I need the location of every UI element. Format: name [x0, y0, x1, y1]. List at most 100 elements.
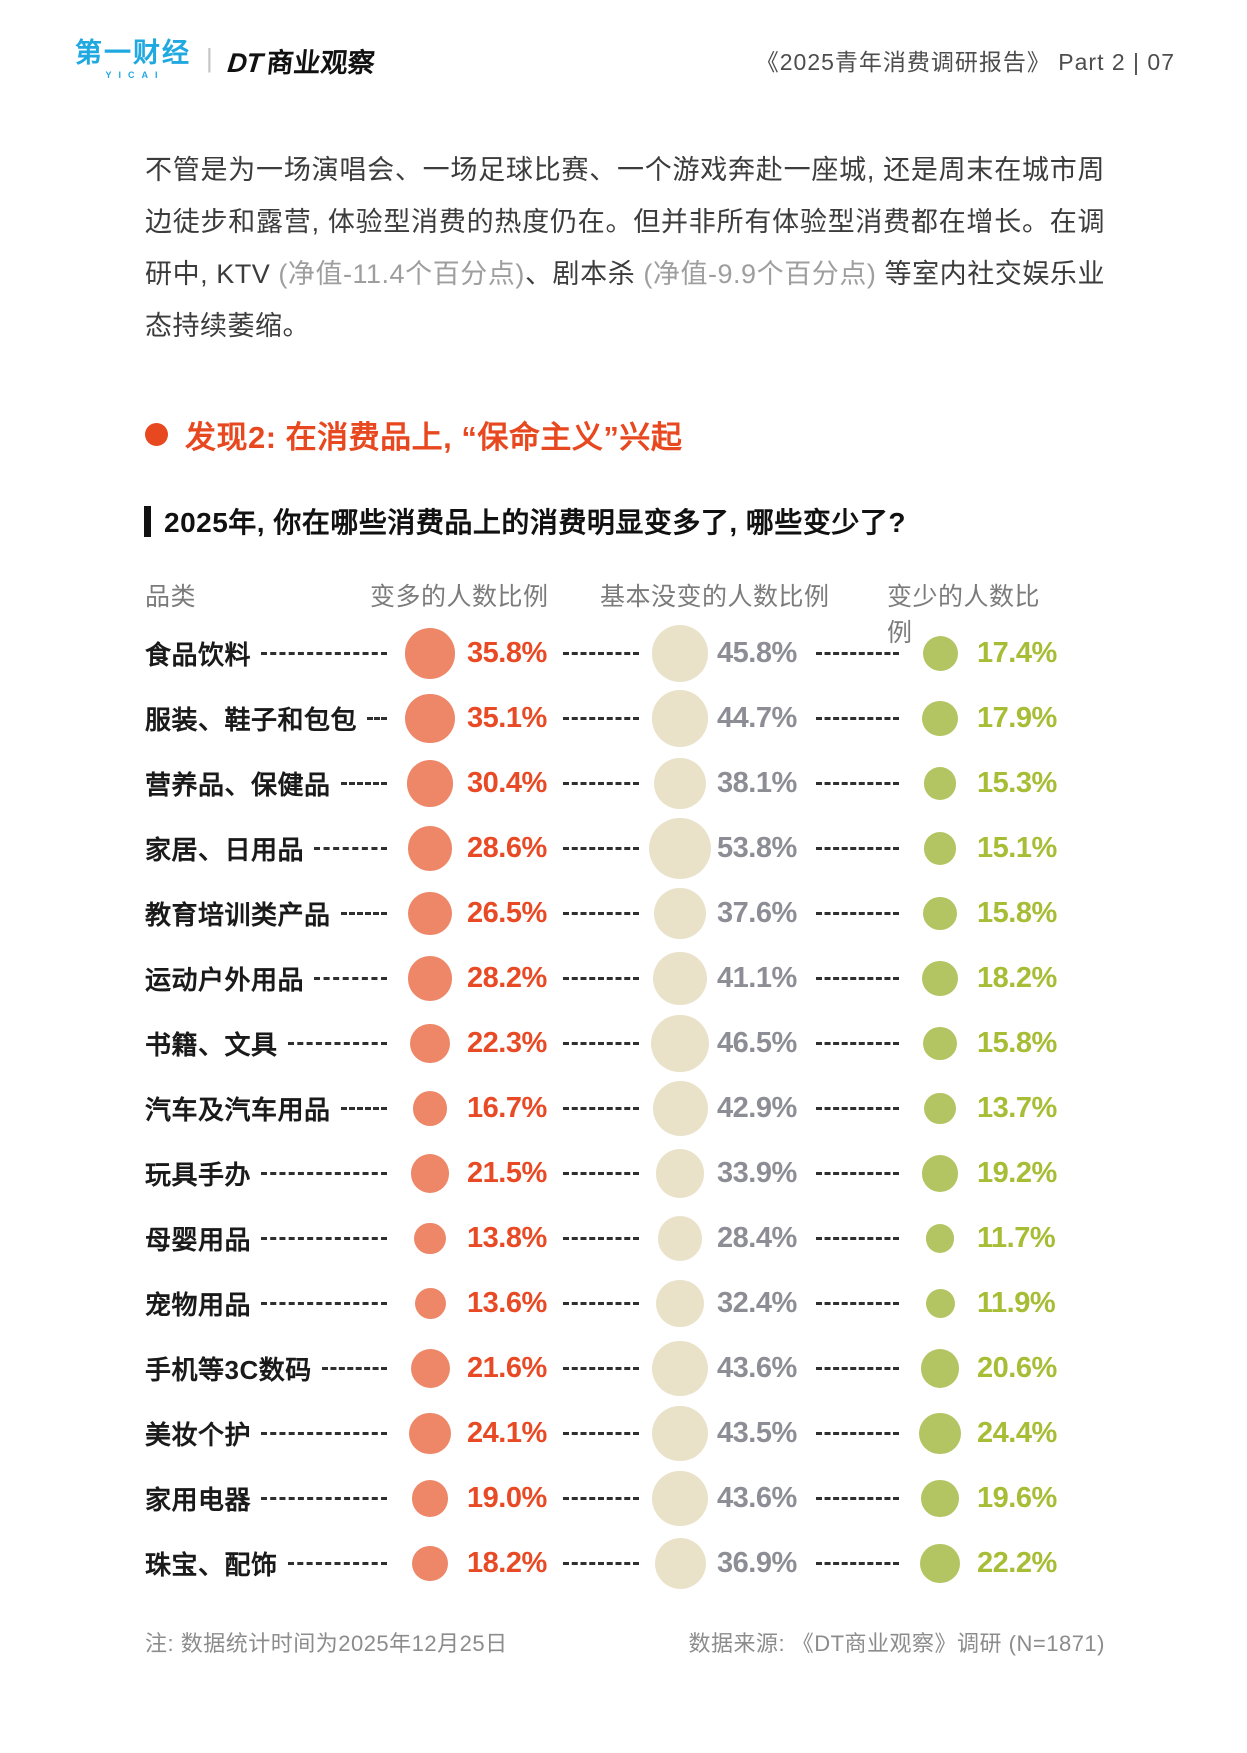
table-row: 美妆个护 24.1% 43.5% 24.4% [145, 1401, 1065, 1466]
bubble-decreased-icon [923, 832, 957, 865]
value-increased: 16.7% [467, 1092, 547, 1124]
dotted-leader [563, 912, 639, 915]
bubble-slot-increased [395, 1023, 465, 1064]
dotted-leader [261, 1302, 387, 1305]
bubble-increased-icon [407, 956, 453, 1001]
value-unchanged: 33.9% [717, 1157, 797, 1189]
value-decreased: 19.2% [977, 1157, 1057, 1189]
value-unchanged: 46.5% [717, 1027, 797, 1059]
dotted-leader [563, 977, 639, 980]
value-decreased: 17.9% [977, 702, 1057, 734]
table-row: 食品饮料 35.8% 45.8% 17.4% [145, 621, 1065, 686]
bubble-slot-unchanged [645, 1340, 715, 1397]
value-unchanged: 43.5% [717, 1417, 797, 1449]
category-label: 珠宝、配饰 [145, 1550, 278, 1580]
bubble-slot-unchanged [645, 1014, 715, 1073]
value-unchanged: 44.7% [717, 702, 797, 734]
dotted-leader [563, 1497, 639, 1500]
bubble-slot-increased [395, 1154, 465, 1193]
dotted-leader [261, 1172, 387, 1175]
dotted-leader [340, 912, 387, 915]
bullet-dot-icon [145, 423, 168, 446]
bubble-slot-decreased [905, 636, 975, 671]
dotted-leader [563, 717, 639, 720]
bubble-slot-unchanged [645, 1470, 715, 1527]
value-increased: 26.5% [467, 897, 547, 929]
value-increased: 30.4% [467, 767, 547, 799]
bubble-unchanged-icon [652, 1081, 708, 1136]
bubble-slot-unchanged [645, 757, 715, 810]
column-header-decreased: 变少的人数比例 [887, 583, 1041, 647]
bubble-increased-icon [412, 1091, 448, 1126]
bubble-increased-icon [414, 1222, 446, 1255]
dt-logo-en: DT [225, 47, 264, 78]
value-decreased: 15.3% [977, 767, 1057, 799]
value-unchanged: 45.8% [717, 637, 797, 669]
value-increased: 22.3% [467, 1027, 547, 1059]
bubble-unchanged-icon [651, 625, 709, 682]
dotted-leader [287, 1042, 387, 1045]
bubble-slot-unchanged [645, 1216, 715, 1261]
category-label: 美妆个护 [145, 1420, 252, 1450]
bubble-decreased-icon [925, 1289, 955, 1318]
bubble-increased-icon [410, 1349, 450, 1388]
table-row: 汽车及汽车用品 16.7% 42.9% 13.7% [145, 1076, 1065, 1141]
bubble-slot-unchanged [645, 817, 715, 880]
question-bar-icon [144, 505, 151, 537]
dotted-leader [816, 1237, 899, 1240]
dotted-leader [816, 1172, 899, 1175]
value-increased: 19.0% [467, 1482, 547, 1514]
logo-separator: | [206, 43, 213, 73]
value-unchanged: 32.4% [717, 1287, 797, 1319]
yicai-logo-cn: 第一财经 [75, 38, 191, 68]
bubble-slot-increased [395, 956, 465, 1001]
footnote-source: 数据来源: 《DT商业观察》调研 (N=1871) [688, 1631, 1105, 1656]
finding-heading-label: 发现2: 在消费品上, “保命主义”兴起 [185, 420, 683, 455]
value-increased: 21.5% [467, 1157, 547, 1189]
dotted-leader [367, 717, 387, 720]
dotted-leader [563, 1432, 639, 1435]
bubble-decreased-icon [919, 1412, 961, 1455]
bubble-increased-icon [409, 1412, 451, 1455]
bubble-increased-icon [412, 1545, 448, 1582]
bubble-slot-decreased [905, 1092, 975, 1125]
value-increased: 28.2% [467, 962, 547, 994]
bubble-slot-unchanged [645, 1279, 715, 1328]
bubble-slot-increased [395, 891, 465, 936]
category-label: 食品饮料 [145, 640, 252, 670]
dotted-leader [340, 782, 387, 785]
bubble-unchanged-icon [657, 1216, 703, 1261]
value-decreased: 15.8% [977, 1027, 1057, 1059]
dotted-leader [340, 1107, 387, 1110]
bubble-slot-unchanged [645, 951, 715, 1006]
bubble-slot-decreased [905, 1543, 975, 1584]
value-decreased: 15.8% [977, 897, 1057, 929]
value-unchanged: 53.8% [717, 832, 797, 864]
table-row: 书籍、文具 22.3% 46.5% 15.8% [145, 1011, 1065, 1076]
table-row: 家居、日用品 28.6% 53.8% 15.1% [145, 816, 1065, 881]
bubble-slot-decreased [905, 1224, 975, 1253]
value-increased: 35.8% [467, 637, 547, 669]
value-increased: 24.1% [467, 1417, 547, 1449]
chart-column-headers: 品类 变多的人数比例 基本没变的人数比例 变少的人数比例 [145, 577, 1065, 647]
bubble-decreased-icon [920, 1349, 960, 1388]
bubble-increased-icon [404, 628, 456, 679]
brand-logos: 第一财经 YICAI | DT商业观察 [75, 38, 377, 81]
chart-question-label: 2025年, 你在哪些消费品上的消费明显变多了, 哪些变少了? [164, 507, 907, 538]
dt-logo: DT商业观察 [226, 41, 377, 80]
value-unchanged: 41.1% [717, 962, 797, 994]
dotted-leader [563, 1172, 639, 1175]
bubble-increased-icon [405, 693, 455, 744]
bubble-decreased-icon [921, 1479, 959, 1518]
dotted-leader [563, 782, 639, 785]
category-label: 书籍、文具 [145, 1030, 278, 1060]
value-decreased: 17.4% [977, 637, 1057, 669]
value-decreased: 19.6% [977, 1482, 1057, 1514]
dotted-leader [563, 1562, 639, 1565]
bubble-slot-unchanged [645, 690, 715, 747]
value-unchanged: 36.9% [717, 1547, 797, 1579]
footnote-date: 注: 数据统计时间为2025年12月25日 [145, 1631, 508, 1656]
bubble-slot-decreased [905, 1479, 975, 1518]
value-increased: 13.6% [467, 1287, 547, 1319]
